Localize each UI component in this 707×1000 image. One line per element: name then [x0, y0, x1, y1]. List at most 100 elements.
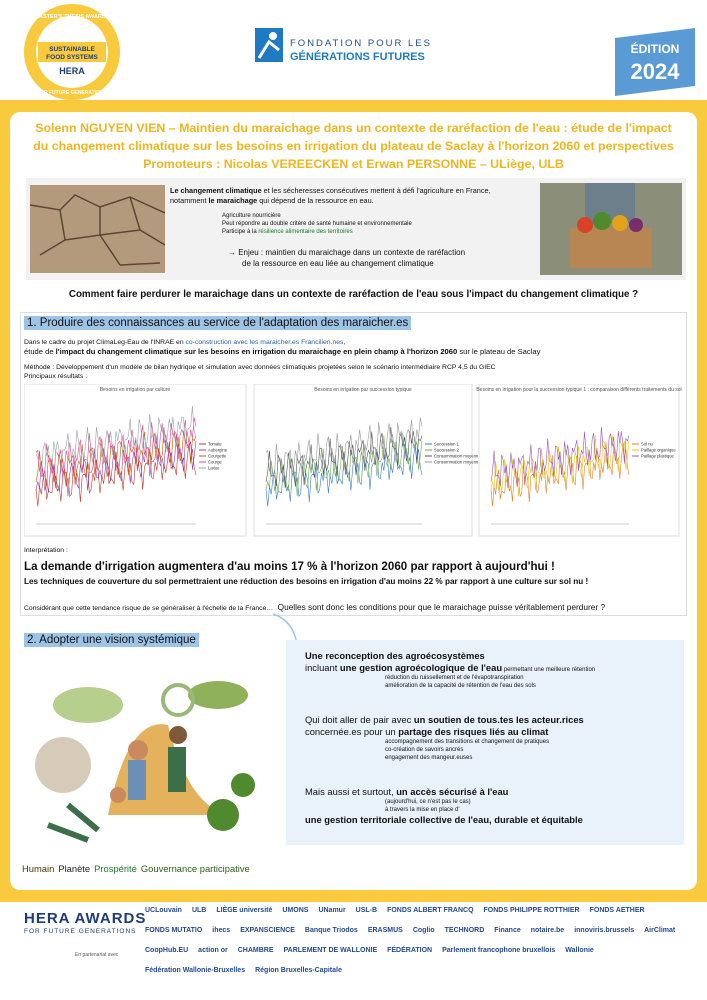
partner-logo: FONDS PHILIPPE ROTTHIER: [483, 907, 580, 914]
sub-item: co-création de savoirs ancrés: [385, 747, 464, 753]
partner-logo: FÉDÉRATION: [387, 947, 433, 954]
run-bold: un accès sécurisé à l'eau: [396, 786, 509, 797]
run-bold: partage des risques liés au climat: [398, 726, 549, 737]
chart-title: Besoins en irrigation par culture: [100, 387, 171, 393]
systemic-illustration: [35, 681, 255, 843]
finding: Les techniques de couverture du sol perm…: [24, 577, 589, 586]
study-line: étude de l'impact du changement climatiq…: [24, 347, 679, 356]
block2: Qui doit aller de pair avec un soutien d…: [305, 714, 680, 762]
partner-logo: Banque Triodos: [304, 927, 358, 934]
stake-line: → Enjeu : maintien du maraichage dans un…: [228, 248, 466, 257]
badge-line: SUSTAINABLE: [49, 46, 95, 53]
title-line: Promoteurs : Nicolas VEREECKEN et Erwan …: [143, 157, 564, 171]
partner-logo: ULB: [191, 907, 207, 914]
heading-text: 2. Adopter une vision systémique: [24, 633, 199, 647]
foundation-line: GÉNÉRATIONS FUTURES: [290, 51, 425, 63]
footer-tagline: FOR FUTURE GENERATIONS: [24, 928, 137, 935]
bullet-highlight: résilience alimentaire des territoires: [258, 229, 353, 235]
chart-curve: [35, 417, 197, 483]
partners: UCLouvain ULB LIÈGE université UMONS UNamur U…: [140, 905, 700, 976]
partner-logo: LIÈGE université: [216, 907, 273, 914]
run: Dans le cadre du projet ClimaLeg-Eau de …: [24, 339, 186, 346]
legend-label: Courgette: [208, 454, 227, 459]
intro-text: Le changement climatique et les sécheres…: [170, 186, 540, 206]
partner-logo: FONDS AETHER: [589, 907, 645, 914]
legend-label: Succession 2: [434, 448, 460, 453]
pillars: Humain Planète Prospérité Gouvernance parti…: [22, 863, 254, 874]
partner-logo: innoviris.brussels: [574, 927, 635, 934]
partner-logo: EXPANSCIENCE: [240, 927, 295, 934]
partner-logo: notaire.be: [530, 927, 565, 934]
badge: MASTER'S THESIS AWARDS SUSTAINABLE FOOD …: [24, 4, 120, 100]
intro-bold: Le changement climatique: [170, 186, 262, 195]
partner-logo: TECHNORD: [444, 927, 485, 934]
legend-label: Paillage organique: [641, 448, 676, 453]
edition-label: ÉDITION: [631, 41, 680, 56]
chart-title: Besoins en irrigation pour la succession…: [476, 387, 681, 393]
edition-year: 2024: [631, 59, 681, 84]
chart-curve: [490, 426, 630, 488]
partner-logo: Coglio: [412, 927, 435, 934]
interpretation-label: Interprétation :: [24, 547, 68, 554]
block-line: concernée.es pour un partage des risques…: [305, 726, 680, 738]
stake: → Enjeu : maintien du maraichage dans un…: [228, 247, 465, 269]
footer-brand: HERA AWARDS: [24, 910, 147, 927]
results-label: Principaux résultats :: [24, 373, 88, 380]
chart-curve: [265, 417, 423, 483]
intro-text-run: notamment: [170, 196, 209, 205]
partner-logo: ihecs: [212, 927, 231, 934]
bullet-run: Participe à la: [222, 229, 259, 235]
block-last: une gestion territoriale collective de l…: [305, 814, 583, 825]
badge-bottom: FOR FUTURE GENERATIONS: [37, 90, 108, 96]
ask: Quelles sont donc les conditions pour qu…: [277, 602, 606, 612]
badge-brand: HERA: [59, 66, 85, 76]
partner-logo: UNamur: [318, 907, 346, 914]
badge-line: FOOD SYSTEMS: [46, 54, 98, 61]
partner-logo: Fédération Wallonie-Bruxelles: [145, 967, 246, 974]
chart-curve: [490, 434, 630, 497]
stake-line: de la ressource en eau liée au changemen…: [242, 259, 434, 268]
run-bold: une gestion agroécologique de l'eau: [339, 662, 503, 673]
section1-box: [20, 312, 687, 616]
finding: La demande d'irrigation augmentera d'au …: [24, 560, 555, 573]
section2-heading: 2. Adopter une vision systémique: [24, 633, 199, 647]
partner-logo: USL-B: [355, 907, 378, 914]
title-line: Solenn NGUYEN VIEN – Maintien du maraich…: [35, 121, 672, 135]
run: ,: [343, 339, 346, 346]
sub-item: (aujourd'hui, ce n'est pas le cas): [385, 799, 471, 805]
bullet: Peut répondre au double critère de santé…: [222, 221, 412, 227]
section1-intro: Dans le cadre du projet ClimaLeg-Eau de …: [24, 338, 679, 381]
consider-text: Considérant que cette tendance risque de…: [24, 605, 274, 612]
run-bold: l'impact du changement climatique sur le…: [55, 347, 458, 356]
partner-note: En partenariat avec: [75, 952, 119, 958]
legend-label: Courge: [208, 460, 222, 465]
run-small: permettant une meilleure rétention: [502, 667, 596, 673]
partner-logo: Wallonie: [565, 947, 594, 954]
run: Qui doit aller de pair avec: [305, 714, 414, 725]
badge-top: MASTER'S THESIS AWARDS: [34, 14, 109, 20]
bullet: Agriculture nourricière: [222, 213, 281, 219]
charts: Besoins en irrigation par culture TomateA…: [24, 384, 682, 537]
intro-bold: le maraichage: [208, 196, 258, 205]
method-line: Méthode : Développement d'un modèle de b…: [24, 364, 496, 371]
legend-label: Tomate: [208, 442, 222, 447]
block-line: Qui doit aller de pair avec un soutien d…: [305, 714, 680, 726]
partner-logo: Région Bruxelles-Capitale: [255, 967, 342, 974]
section1-heading: 1. Produire des connaissances au service…: [24, 316, 412, 330]
chart-curve: [35, 405, 197, 477]
legend-label: Consommation moyenne max: [434, 454, 491, 459]
partner-logo: FONDS ALBERT FRANCQ: [387, 907, 474, 914]
block-head: Une reconception des agroécosystèmes: [305, 650, 485, 661]
run: étude de: [24, 347, 56, 356]
sub-item: amélioration de la capacité de rétention…: [385, 683, 536, 689]
partner-logo: CoopHub.EU: [145, 947, 189, 954]
block-line: Mais aussi et surtout, un accès sécurisé…: [305, 786, 680, 798]
foundation-line: FONDATION POUR LES: [290, 38, 432, 49]
partner-logo: UCLouvain: [145, 907, 182, 914]
section2-box: [286, 640, 684, 845]
chart-title: Besoins en irrigation par succession typ…: [314, 387, 412, 393]
pillar: Prospérité: [94, 863, 137, 874]
consider: Considérant que cette tendance risque de…: [24, 597, 605, 615]
